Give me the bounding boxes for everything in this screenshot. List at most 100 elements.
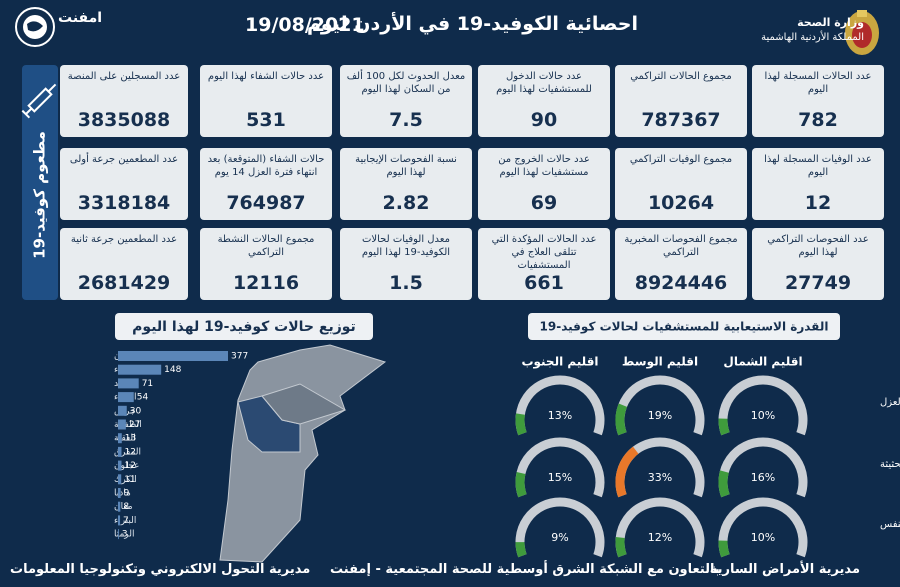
value-label: 71 — [142, 379, 153, 389]
bar — [118, 501, 121, 512]
stat-card: عدد المطعمين جرعة أولى 3318184 — [60, 148, 188, 220]
stat-value: 12116 — [232, 272, 300, 294]
category-label: الرمثا — [114, 530, 135, 540]
bar-title-box — [115, 313, 373, 340]
stat-label: مجموع الحالات النشطة التراكمي — [217, 234, 315, 258]
gauge-label: 33% — [648, 471, 672, 484]
stat-card: مجموع الوفيات التراكمي 10264 — [615, 148, 747, 220]
value-label: 30 — [130, 406, 142, 416]
gauge-label: 15% — [548, 471, 572, 484]
value-label: 11 — [124, 475, 135, 485]
gauge-fill — [515, 541, 527, 558]
stat-value: 1.5 — [389, 272, 423, 294]
gauge-track — [515, 375, 605, 436]
stat-card: عدد حالات الخروج من مستشفيات لهذا اليوم 6… — [478, 148, 610, 220]
stat-card: مجموع الحالات النشطة التراكمي 12116 — [200, 228, 332, 300]
stat-label: مجموع الفحوصات المخبرية التراكمي — [624, 234, 738, 258]
stat-value: 7.5 — [389, 109, 423, 131]
vaccine-strip — [22, 65, 58, 300]
bar — [118, 419, 126, 430]
ministry-crest — [845, 10, 879, 55]
bar — [118, 433, 122, 444]
page-title: احصائية الكوفيد-19 في الأردن ليوم — [306, 13, 638, 35]
stat-label: معدل الوفيات لحالات الكوفيد-19 لهذا اليو… — [361, 234, 451, 258]
row-label: نسبة اشغال اجهزة التنفس — [880, 519, 900, 530]
stat-card: عدد المطعمين جرعة ثانية 2681429 — [60, 228, 188, 300]
stat-value: 531 — [246, 109, 286, 131]
syringe-icon — [21, 83, 57, 119]
stat-value: 782 — [798, 109, 838, 131]
stat-card: نسبة الفحوصات الإيجابية لهذا اليوم 2.82 — [340, 148, 472, 220]
row-label: نسبة اشغال اسرة العناية الحثيثة — [880, 459, 900, 470]
value-label: 148 — [164, 365, 181, 375]
gauge-fill — [718, 540, 730, 558]
stat-value: 69 — [530, 192, 558, 214]
value-label: 13 — [125, 434, 136, 444]
stat-value: 764987 — [226, 192, 306, 214]
stat-card: حالات الشفاء (المتوقعة) بعد انتهاء فترة … — [200, 148, 332, 220]
footer-center: بالتعاون مع الشبكة الشرق أوسطية للصحة ال… — [330, 562, 720, 577]
stat-value: 27749 — [784, 272, 852, 294]
gauge-fill — [615, 537, 627, 558]
value-label: 12 — [125, 447, 136, 457]
stat-label: عدد المطعمين جرعة أولى — [69, 154, 179, 165]
gauge-fill — [515, 471, 527, 498]
footer-left: مديرية التحول الالكتروني وتكنولوجيا المع… — [10, 562, 311, 577]
stat-value: 2681429 — [77, 272, 171, 294]
stat-card: معدل الحدوث لكل 100 ألف من السكان لهذا ا… — [340, 65, 472, 137]
stat-label: عدد حالات الدخول للمستشفيات لهذا اليوم — [496, 71, 592, 95]
category-label: المفرق — [114, 447, 141, 457]
category-label: الكرك — [114, 475, 137, 485]
partner-logo — [15, 7, 55, 47]
gauge-track — [515, 497, 605, 558]
stat-value: 787367 — [641, 109, 721, 131]
stat-card: عدد حالات الدخول للمستشفيات لهذا اليوم 90 — [478, 65, 610, 137]
gauge-chart-title: القدرة الاستيعابية للمستشفيات لحالات كوف… — [540, 320, 829, 335]
gauge-track — [718, 375, 808, 436]
stat-card: عدد الحالات المسجلة لهذا اليوم 782 — [752, 65, 884, 137]
stat-value: 90 — [530, 109, 558, 131]
stat-label: معدل الحدوث لكل 100 ألف من السكان لهذا ا… — [346, 71, 466, 95]
column-header: اقليم الجنوب — [521, 355, 598, 370]
bar — [118, 515, 121, 526]
category-label: العقبة — [114, 434, 136, 444]
stat-label: عدد الحالات المسجلة لهذا اليوم — [764, 71, 872, 95]
value-label: 3 — [122, 530, 128, 540]
value-label: 9 — [124, 489, 130, 499]
value-label: 12 — [125, 461, 136, 471]
stat-label: مجموع الحالات التراكمي — [630, 71, 732, 82]
stat-value: 3318184 — [77, 192, 171, 214]
row-label: نسبة اشغال اسرة العزل — [880, 397, 900, 408]
stat-label: عدد حالات الشفاء لهذا اليوم — [207, 71, 325, 82]
bar — [118, 364, 162, 375]
stat-value: 12 — [804, 192, 832, 214]
value-label: 377 — [231, 352, 248, 362]
stat-card: عدد الحالات المؤكدة التي تتلقى العلاج في… — [478, 228, 610, 300]
ministry-name: وزارة الصحة — [797, 16, 864, 29]
bar — [118, 529, 119, 540]
stat-label: عدد الحالات المؤكدة التي تتلقى العلاج في… — [491, 234, 597, 271]
stat-card: عدد حالات الشفاء لهذا اليوم 531 — [200, 65, 332, 137]
stat-value: 8924446 — [634, 272, 728, 294]
bar — [118, 460, 122, 471]
value-label: 8 — [123, 502, 129, 512]
gauge-chart: نسبة اشغال اسرة العزل نسبة اشغال اسرة الع… — [515, 355, 900, 558]
gauge-fill — [718, 470, 730, 498]
bar — [118, 474, 122, 485]
gauge-fill — [515, 413, 527, 436]
category-label: عجلون — [114, 461, 139, 471]
stat-label: مجموع الوفيات التراكمي — [629, 154, 733, 165]
bar — [118, 446, 122, 457]
gauge-label: 10% — [751, 531, 775, 544]
gauge-label: 10% — [751, 409, 775, 422]
stat-value: 661 — [524, 272, 564, 294]
gauge-label: 19% — [648, 409, 672, 422]
value-label: 27 — [129, 420, 140, 430]
gauge-track — [515, 437, 605, 498]
bar — [118, 405, 127, 416]
gauge-track — [718, 437, 808, 498]
value-label: 7 — [123, 516, 129, 526]
gauge-label: 12% — [648, 531, 672, 544]
